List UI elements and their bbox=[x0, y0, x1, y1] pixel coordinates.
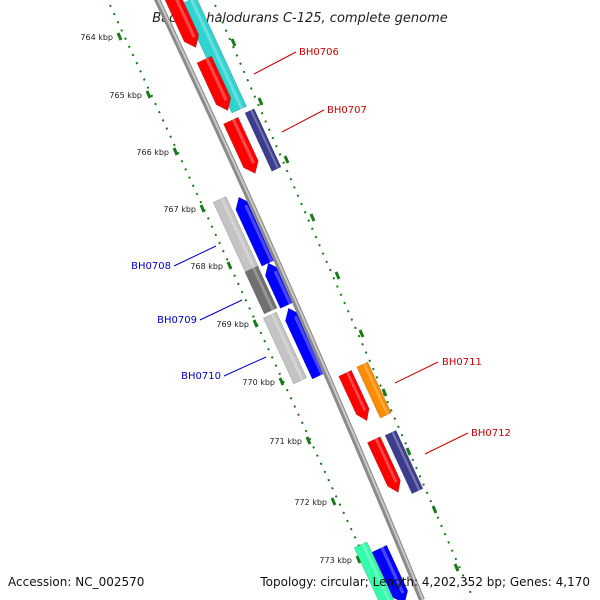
kbp-tick-mark bbox=[355, 555, 362, 564]
gene-bh0707-cds-shine bbox=[231, 118, 255, 164]
kbp-tick-label: 771 kbp bbox=[269, 437, 302, 446]
gene-bh0711-cds-shine bbox=[363, 363, 389, 416]
gene-bh0711-red[interactable] bbox=[338, 370, 370, 422]
gene-bh0706-red[interactable] bbox=[196, 55, 232, 111]
outer-tick-mark bbox=[334, 271, 341, 280]
gene-upstream-cds[interactable] bbox=[164, 0, 200, 48]
gene-bh0707-domain-shine bbox=[250, 109, 279, 169]
kbp-tick-mark bbox=[145, 90, 152, 99]
kbp-tick-mark bbox=[199, 204, 206, 213]
gene-bh0709-grey[interactable] bbox=[244, 265, 278, 315]
outer-tick-mark bbox=[431, 505, 438, 514]
gene-label-bh0710[interactable]: BH0710 bbox=[181, 356, 267, 382]
kbp-tick-mark bbox=[305, 436, 312, 445]
gene-bh0710-grey-shine bbox=[270, 313, 304, 381]
outer-tick-mark bbox=[381, 388, 388, 397]
gene-bottom-mint[interactable] bbox=[353, 541, 395, 600]
gene-label-bh0707[interactable]: BH0707 bbox=[281, 105, 367, 133]
gene-bh0706-cds-shine bbox=[189, 0, 244, 110]
kbp-tick-label: 768 kbp bbox=[190, 262, 223, 271]
svg-text:BH0709: BH0709 bbox=[157, 315, 197, 326]
gene-label-bh0709[interactable]: BH0709 bbox=[157, 299, 243, 326]
svg-text:BH0710: BH0710 bbox=[181, 371, 221, 382]
kbp-tick-label: 764 kbp bbox=[80, 33, 113, 42]
gene-bh0708-cds-shine bbox=[244, 204, 274, 263]
kbp-tick-mark bbox=[278, 377, 285, 386]
svg-text:BH0711: BH0711 bbox=[442, 357, 482, 368]
gene-bh0712-red[interactable] bbox=[367, 436, 401, 493]
reverse-strand-features bbox=[212, 196, 328, 385]
gene-bh0706-cds[interactable] bbox=[181, 0, 247, 114]
gene-bh0708-grey-shine bbox=[220, 197, 256, 270]
gene-bh0709-grey-shine bbox=[252, 267, 275, 311]
gene-upstream-cds-shine bbox=[175, 0, 196, 38]
gene-label-bh0712[interactable]: BH0712 bbox=[424, 428, 511, 455]
kbp-tick-label: 765 kbp bbox=[109, 91, 142, 100]
gene-bh0707-domain[interactable] bbox=[244, 108, 282, 172]
gene-bh0709-cds-shine bbox=[273, 270, 292, 305]
gene-bottom-blue[interactable] bbox=[371, 544, 409, 600]
outer-tick-mark bbox=[405, 447, 412, 456]
outer-tick-mark bbox=[257, 97, 264, 106]
gene-bh0712-red-shine bbox=[374, 438, 398, 483]
gene-bh0707-cds[interactable] bbox=[223, 116, 259, 174]
genome-summary-text: Topology: circular; Length: 4,202,352 bp… bbox=[259, 575, 590, 589]
outer-tick-mark bbox=[358, 329, 365, 338]
kbp-tick-mark bbox=[172, 147, 179, 156]
kbp-tick-label: 772 kbp bbox=[294, 498, 327, 507]
kbp-tick-mark bbox=[252, 319, 259, 328]
kbp-tick-label: 770 kbp bbox=[242, 378, 275, 387]
outer-tick-mark bbox=[453, 563, 460, 572]
svg-text:BH0708: BH0708 bbox=[131, 261, 171, 272]
gene-bh0706-red-shine bbox=[205, 57, 228, 101]
gene-label-bh0706[interactable]: BH0706 bbox=[253, 47, 339, 75]
gene-bh0711-cds[interactable] bbox=[356, 361, 392, 419]
kbp-tick-mark bbox=[226, 261, 233, 270]
kbp-tick-label: 766 kbp bbox=[136, 148, 169, 157]
outer-tick-mark bbox=[230, 38, 237, 47]
gene-bh0712-cds-shine bbox=[391, 431, 421, 491]
gene-bh0711-red-shine bbox=[346, 371, 367, 412]
svg-text:BH0707: BH0707 bbox=[327, 105, 367, 116]
svg-text:BH0712: BH0712 bbox=[471, 428, 511, 439]
kbp-tick-mark bbox=[116, 32, 123, 41]
kbp-ticks: 764 kbp 765 kbp 766 kbp 767 kbp 768 kbp 769 k… bbox=[80, 32, 460, 572]
inner-tick-track bbox=[109, 4, 383, 597]
genome-backbone-highlight bbox=[157, 0, 424, 600]
gene-bottom-mint-shine bbox=[361, 543, 391, 600]
kbp-tick-label: 773 kbp bbox=[319, 556, 352, 565]
svg-text:BH0706: BH0706 bbox=[299, 47, 339, 58]
kbp-tick-label: 767 kbp bbox=[163, 205, 196, 214]
map-title: Bacillus halodurans C-125, complete geno… bbox=[152, 11, 448, 26]
gene-bottom-blue-shine bbox=[380, 546, 405, 594]
gene-bh0712-cds[interactable] bbox=[384, 430, 424, 494]
gene-label-bh0708[interactable]: BH0708 bbox=[131, 245, 217, 272]
outer-tick-mark bbox=[309, 213, 316, 222]
outer-tick-mark bbox=[283, 155, 290, 164]
gene-label-bh0711[interactable]: BH0711 bbox=[394, 357, 482, 384]
accession-text: Accession: NC_002570 bbox=[8, 575, 144, 589]
forward-strand-features bbox=[164, 0, 424, 600]
gene-bh0710-grey[interactable] bbox=[263, 311, 307, 385]
kbp-tick-label: 769 kbp bbox=[216, 320, 249, 329]
kbp-tick-mark bbox=[330, 497, 337, 506]
gene-bh0710-cds-shine bbox=[293, 315, 324, 376]
